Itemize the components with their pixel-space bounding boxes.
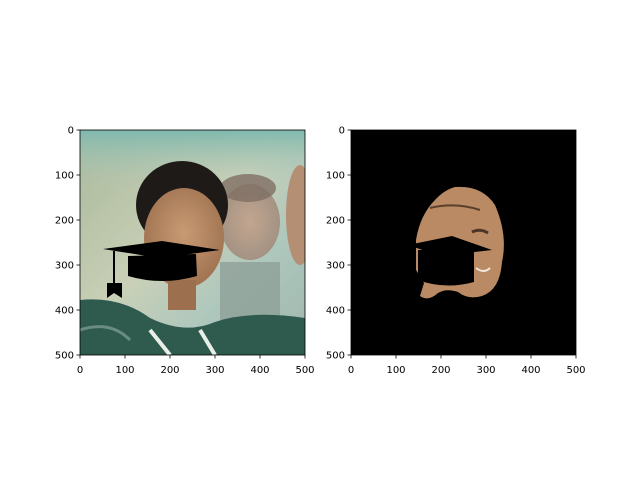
left-xtick-label: 300 <box>205 365 224 376</box>
left-xtick-label: 500 <box>295 365 314 376</box>
left-ytick-label: 0 <box>68 126 74 137</box>
right-xtick-label: 0 <box>348 365 354 376</box>
graduation-cap-icon <box>103 241 220 298</box>
left-ytick-label: 500 <box>55 351 74 362</box>
left-xtick-label: 100 <box>115 365 134 376</box>
left-xtick-label: 200 <box>160 365 179 376</box>
right-mask-panel <box>350 129 577 356</box>
right-xtick-label: 400 <box>521 365 540 376</box>
mask-image <box>351 130 576 355</box>
right-ytick-label: 200 <box>326 216 345 227</box>
left-ytick-label: 100 <box>55 171 74 182</box>
left-ytick-label: 200 <box>55 216 74 227</box>
right-ytick-label: 100 <box>326 171 345 182</box>
right-ytick-label: 500 <box>326 351 345 362</box>
right-ytick-label: 0 <box>339 126 345 137</box>
left-axes-frame <box>79 129 306 356</box>
left-photo-panel <box>79 129 306 356</box>
right-xtick-label: 500 <box>566 365 585 376</box>
right-ytick-label: 400 <box>326 306 345 317</box>
left-ytick-label: 400 <box>55 306 74 317</box>
right-xtick-label: 300 <box>476 365 495 376</box>
right-axes-frame <box>350 129 577 356</box>
left-xtick-label: 0 <box>77 365 83 376</box>
photo-image <box>80 130 305 355</box>
right-xtick-label: 100 <box>386 365 405 376</box>
left-ytick-label: 300 <box>55 261 74 272</box>
left-xtick-label: 400 <box>250 365 269 376</box>
right-xtick-label: 200 <box>431 365 450 376</box>
right-ytick-label: 300 <box>326 261 345 272</box>
